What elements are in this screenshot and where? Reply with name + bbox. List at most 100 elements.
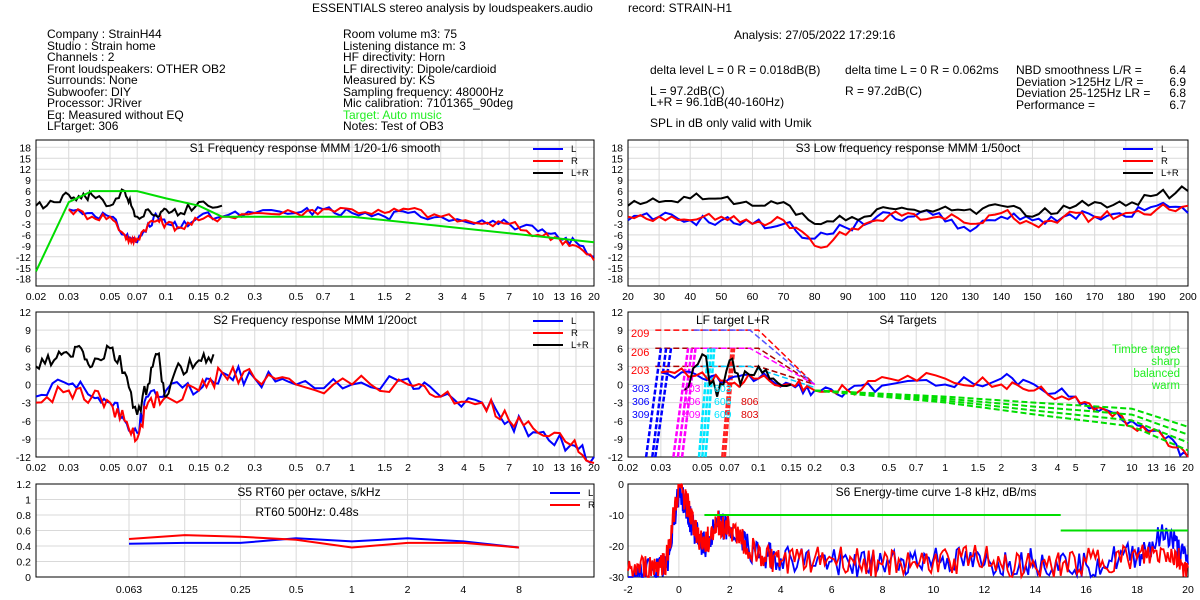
timbre-target-line	[814, 389, 1189, 428]
metric-row: Deviation >125Hz L/R = 6.9	[1016, 76, 1186, 89]
x-tick-label: 7	[506, 462, 512, 474]
plot-frame	[35, 483, 595, 578]
info-line: Eq: Measured without EQ	[47, 107, 184, 122]
x-tick-label: 0.063	[116, 584, 142, 596]
info-line: LFtarget: 306	[47, 119, 119, 133]
x-tick-label: 180	[1117, 291, 1135, 303]
y-tick-label: 15	[611, 153, 623, 165]
x-tick-label: 14	[1029, 584, 1041, 596]
x-tick-label: 1	[349, 462, 355, 474]
y-tick-label: 12	[19, 164, 31, 176]
x-tick-label: 2	[405, 462, 411, 474]
x-tick-label: 0.2	[215, 291, 230, 303]
x-tick-label: 3	[438, 291, 444, 303]
x-tick-label: 2	[405, 291, 411, 303]
info-mid-block: Room volume m3: 75 Listening distance m:…	[343, 28, 513, 133]
x-tick-label: 6	[829, 584, 835, 596]
x-tick-label: 4	[461, 462, 467, 474]
info-line: Front loudspeakers: OTHER OB2	[47, 61, 226, 76]
y-tick-label: 0	[617, 208, 623, 220]
legend-label: L	[588, 488, 593, 499]
series-line-l	[628, 484, 1189, 580]
y-tick-label: -20	[609, 541, 624, 553]
x-tick-label: 0.03	[59, 462, 80, 474]
info-line: HF directivity: Horn	[343, 50, 446, 64]
lf-target-label: LF target L+R	[696, 313, 770, 327]
rolloff-line	[644, 348, 663, 458]
x-tick-label: 1.5	[377, 291, 392, 303]
level-label: 409	[683, 409, 701, 421]
timbre-target-line	[814, 389, 1189, 452]
x-tick-label: 0.7	[316, 291, 331, 303]
x-tick-label: 190	[1148, 291, 1166, 303]
y-tick-label: 9	[25, 325, 31, 337]
x-tick-label: 70	[778, 291, 790, 303]
y-tick-label: -15	[16, 263, 31, 275]
rolloff-line	[654, 348, 673, 458]
y-tick-label: -30	[609, 572, 624, 584]
level-label: 306	[632, 396, 650, 408]
x-tick-label: 200	[1179, 291, 1197, 303]
series-line-l-r	[627, 185, 1189, 226]
legend-label: R	[571, 156, 578, 167]
legend-label: L	[571, 144, 576, 155]
metrics-block: NBD smoothness L/R = 6.4 Deviation >125Hz…	[1016, 64, 1186, 112]
x-tick-label: 0.5	[289, 584, 304, 596]
rolloff-line	[704, 348, 716, 458]
x-tick-label: 3	[438, 462, 444, 474]
x-tick-label: 40	[684, 291, 696, 303]
x-tick-label: 3	[1031, 462, 1037, 474]
x-tick-label: 7	[1100, 462, 1106, 474]
y-tick-label: 18	[611, 142, 623, 154]
y-tick-label: 9	[25, 175, 31, 187]
series-line-r	[68, 206, 595, 261]
info-line: Listening distance m: 3	[343, 38, 466, 53]
legend-label: L+R	[571, 340, 589, 351]
y-tick-label: -18	[16, 274, 31, 286]
x-tick-label: 4	[1055, 462, 1061, 474]
delta-time: delta time L = 0 R = 0.062ms	[845, 63, 999, 77]
info-line: Studio : Strain home	[47, 38, 156, 53]
rolloff-line	[680, 348, 697, 458]
info-left-block: Company : StrainH44 Studio : Strain home…	[47, 28, 226, 133]
chart-title: S1 Frequency response MMM 1/20-1/6 smoot…	[190, 141, 441, 155]
y-tick-label: -6	[614, 416, 623, 428]
y-tick-label: 6	[25, 343, 31, 355]
x-tick-label: 10	[532, 462, 544, 474]
y-tick-label: 6	[617, 343, 623, 355]
y-tick-label: 0.4	[16, 541, 31, 553]
y-tick-label: -10	[609, 510, 624, 522]
x-tick-label: 20	[622, 291, 634, 303]
chart-title: S4 Targets	[879, 313, 936, 327]
x-tick-label: 20	[1182, 462, 1194, 474]
x-tick-label: 0.3	[247, 462, 262, 474]
x-tick-label: 0.07	[127, 462, 148, 474]
x-tick-label: 18	[1131, 584, 1143, 596]
info-line: Sampling frequency: 48000Hz	[343, 84, 504, 99]
legend-label: L+R	[571, 168, 589, 179]
level-label: 309	[632, 409, 650, 421]
x-tick-label: 80	[809, 291, 821, 303]
x-tick-label: 0.02	[26, 462, 47, 474]
legend-label: R	[588, 500, 595, 511]
series-line-target	[35, 190, 595, 272]
metric-label: Performance =	[1016, 97, 1096, 112]
x-tick-label: 0.3	[247, 291, 262, 303]
delta-level: delta level L = 0 R = 0.018dB(B)	[650, 63, 821, 77]
y-tick-label: 12	[611, 164, 623, 176]
x-tick-label: 0.7	[316, 462, 331, 474]
x-tick-label: 10	[1126, 462, 1138, 474]
x-tick-label: 1	[942, 462, 948, 474]
x-tick-label: 0.1	[159, 291, 174, 303]
info-line: Subwoofer: DIY	[47, 84, 132, 99]
y-tick-label: -9	[22, 241, 31, 253]
timbre-target-line	[814, 389, 1189, 436]
level-label: 303	[632, 383, 650, 395]
info-line: Channels : 2	[47, 50, 115, 64]
metric-label: Deviation 25-125Hz LR =	[1016, 86, 1151, 100]
x-tick-label: 13	[1147, 462, 1159, 474]
x-tick-label: 120	[930, 291, 948, 303]
y-tick-label: -3	[614, 398, 623, 410]
y-tick-label: -3	[22, 219, 31, 231]
y-tick-label: 0.2	[16, 557, 31, 569]
